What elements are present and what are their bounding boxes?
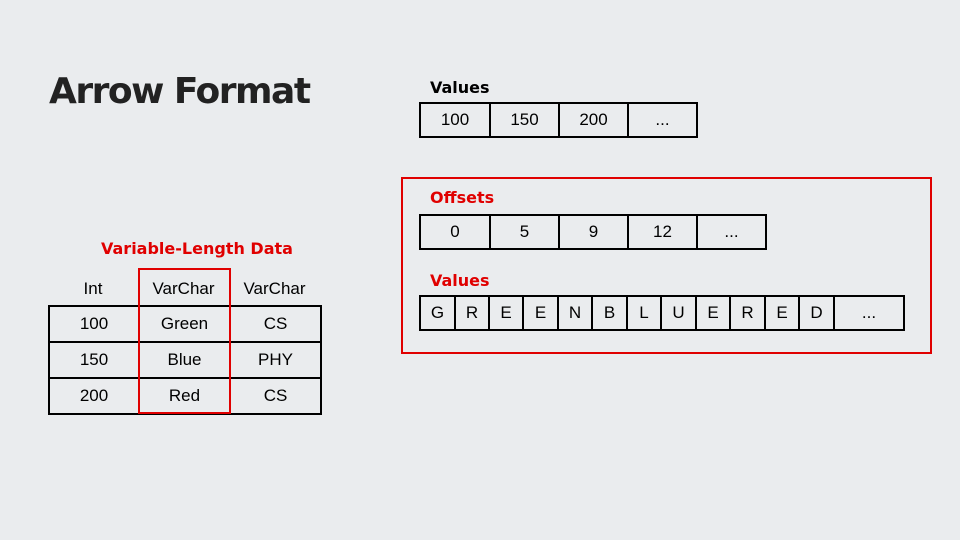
table-header: Int VarChar VarChar <box>48 277 322 301</box>
char-cell: ... <box>835 297 905 329</box>
table-cell: 150 <box>50 343 140 377</box>
char-cell: G <box>421 297 456 329</box>
char-cell: R <box>456 297 490 329</box>
char-cell: U <box>662 297 697 329</box>
offsets-row: 0 5 9 12 ... <box>419 214 767 250</box>
char-cell: E <box>766 297 800 329</box>
table-cell: PHY <box>231 343 322 377</box>
values-label: Values <box>430 78 490 97</box>
table-cell: 200 <box>50 379 140 413</box>
value-cell: ... <box>629 104 698 136</box>
varchar-column-highlight <box>138 268 231 414</box>
column-header: Int <box>83 279 103 298</box>
table-row: 200 Red CS <box>50 379 322 415</box>
offsets-frame <box>401 177 932 354</box>
value-cell: 200 <box>560 104 629 136</box>
offset-cell: ... <box>698 216 767 248</box>
char-values-row: G R E E N B L U E R E D ... <box>419 295 905 331</box>
offset-cell: 0 <box>421 216 491 248</box>
offset-cell: 5 <box>491 216 560 248</box>
offsets-label: Offsets <box>430 188 495 207</box>
char-values-label: Values <box>430 271 490 290</box>
offset-cell: 9 <box>560 216 629 248</box>
slide-title: Arrow Format <box>49 71 311 112</box>
variable-length-label: Variable-Length Data <box>101 239 293 258</box>
char-cell: E <box>490 297 524 329</box>
table-cell: CS <box>231 307 322 341</box>
char-cell: E <box>697 297 731 329</box>
char-cell: N <box>559 297 593 329</box>
value-cell: 150 <box>491 104 560 136</box>
char-cell: R <box>731 297 766 329</box>
table-cell: 100 <box>50 307 140 341</box>
char-cell: D <box>800 297 835 329</box>
char-cell: E <box>524 297 559 329</box>
table-cell: CS <box>231 379 322 413</box>
char-cell: B <box>593 297 628 329</box>
char-cell: L <box>628 297 662 329</box>
value-cell: 100 <box>421 104 491 136</box>
fixed-values-row: 100 150 200 ... <box>419 102 698 138</box>
column-header: VarChar <box>152 279 215 298</box>
column-header: VarChar <box>243 279 306 298</box>
offset-cell: 12 <box>629 216 698 248</box>
